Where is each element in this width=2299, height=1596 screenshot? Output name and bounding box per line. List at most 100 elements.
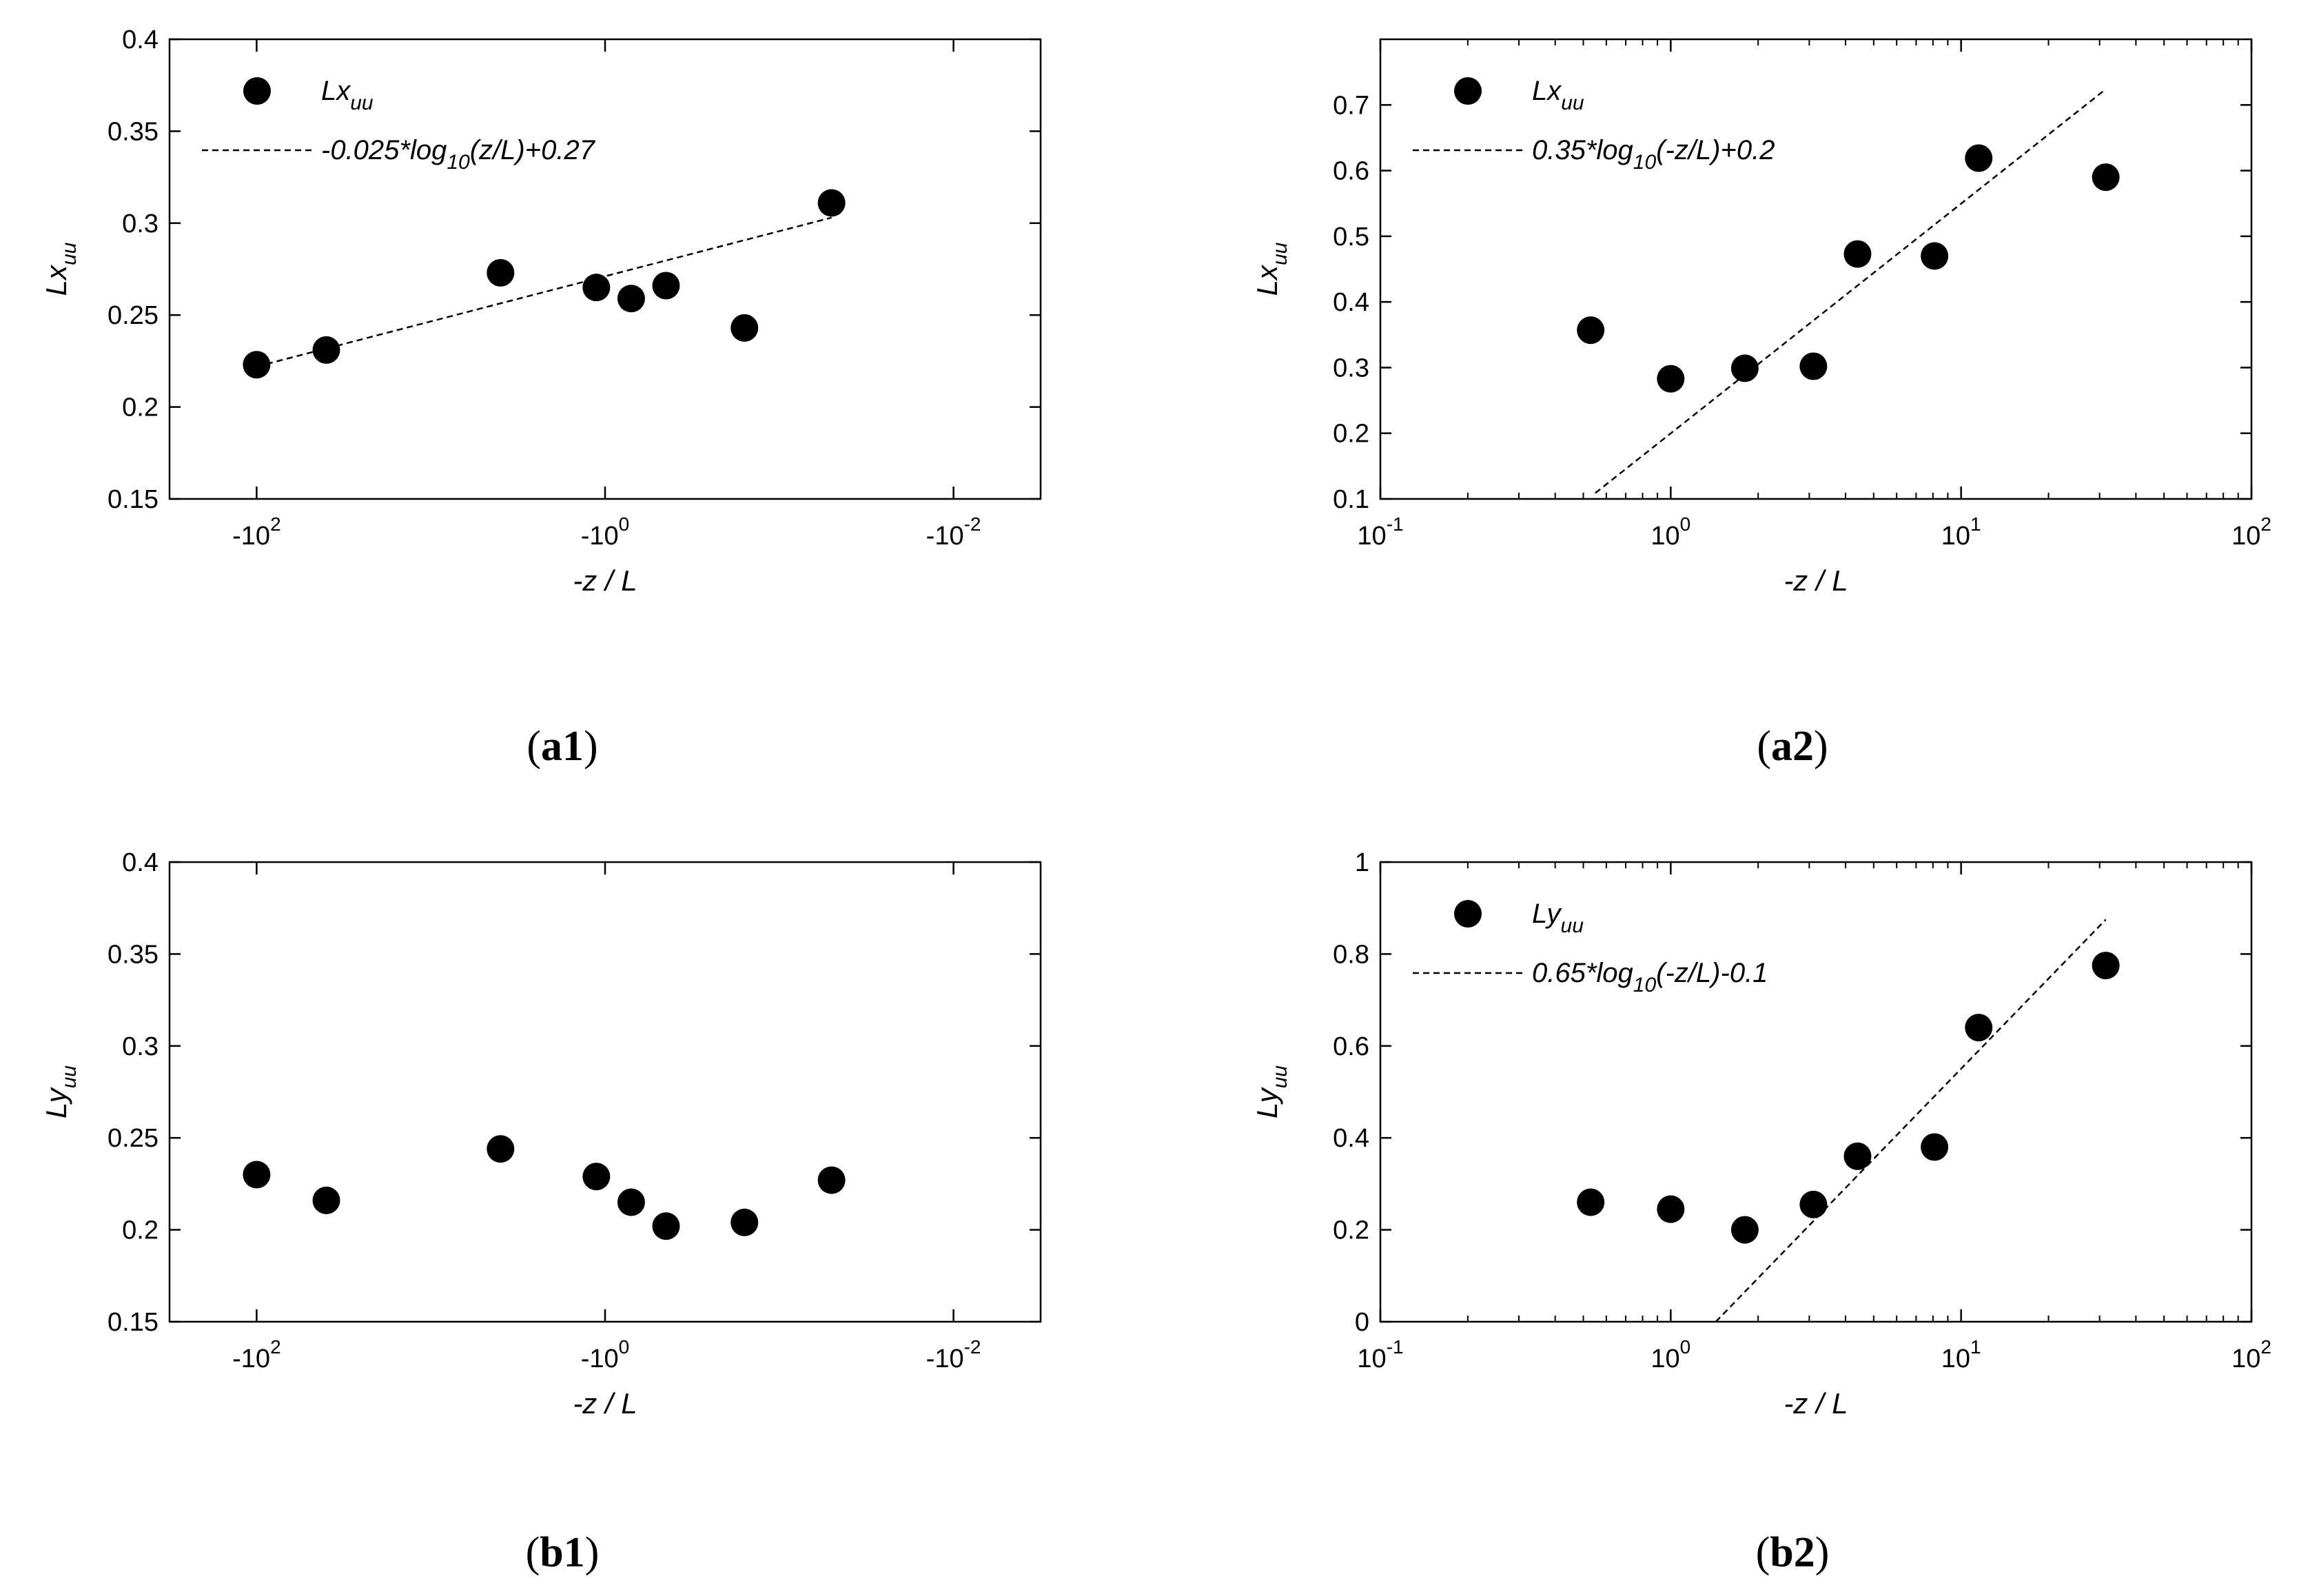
- x-tick-exp: 0: [1680, 1336, 1691, 1358]
- legend-line-sub: 10: [447, 151, 470, 174]
- chart-caption: (a2): [1757, 723, 1828, 770]
- data-point: [1921, 242, 1949, 270]
- legend-marker: [1454, 77, 1482, 105]
- data-point: [243, 1160, 271, 1189]
- x-axis-label: -z / L: [573, 1387, 637, 1420]
- data-point: [817, 1166, 846, 1194]
- x-tick-label: -100: [581, 1336, 630, 1373]
- data-point: [1921, 1133, 1949, 1161]
- legend-line-sub: 10: [1633, 974, 1657, 996]
- legend-marker-main: Ly: [1532, 899, 1563, 929]
- x-tick-base: 10: [1941, 1344, 1970, 1373]
- legend-line-main: 0.35*log: [1532, 135, 1633, 165]
- x-tick-base: -10: [581, 1344, 619, 1373]
- x-tick-label: 10-1: [1357, 1336, 1403, 1373]
- y-tick-label: 0.15: [108, 485, 159, 514]
- y-tick-label: 0.7: [1333, 91, 1369, 120]
- plot-frame: [1379, 38, 2253, 500]
- y-tick-label: 0.3: [122, 1032, 159, 1061]
- x-tick-base: 10: [1651, 522, 1679, 551]
- x-tick-exp: 2: [270, 513, 281, 535]
- x-tick-exp: 0: [619, 1336, 630, 1358]
- x-axis-label: -z / L: [1784, 1387, 1848, 1420]
- legend-line-rest: (z/L)+0.27: [470, 135, 596, 165]
- data-point: [487, 258, 515, 287]
- data-point: [2092, 163, 2120, 192]
- legend-marker-sub: uu: [1561, 92, 1584, 114]
- y-tick-label: 0.6: [1333, 157, 1369, 186]
- data-point: [1577, 1188, 1605, 1216]
- x-tick-base: 10: [2231, 522, 2260, 551]
- legend-marker: [243, 77, 271, 105]
- data-point: [1843, 1142, 1872, 1170]
- legend-marker-sub: uu: [1561, 914, 1584, 937]
- legend-marker-main: Lx: [1532, 76, 1562, 106]
- chart-a2: 0.10.20.30.40.50.60.710-1 100 101 102-z / L…: [1251, 38, 2271, 770]
- legend-line-rest: (-z/L)+0.2: [1656, 135, 1775, 165]
- y-tick-label: 0.4: [122, 848, 159, 877]
- data-point: [1657, 1195, 1685, 1223]
- chart-caption: (b1): [526, 1529, 600, 1576]
- x-tick-base: -10: [926, 522, 964, 551]
- x-tick-exp: -1: [1387, 1336, 1404, 1358]
- data-point: [1657, 365, 1685, 393]
- x-axis-label: -z / L: [573, 564, 637, 597]
- x-tick-label: 10-1: [1357, 513, 1403, 551]
- y-axis-label: Lyuu: [1251, 1065, 1291, 1118]
- caption-open: (: [526, 1529, 540, 1576]
- x-tick-label: -100: [581, 513, 630, 551]
- x-tick-base: -10: [581, 522, 619, 551]
- fit-line: [1595, 88, 2107, 494]
- legend-marker-label: Lyuu: [1532, 899, 1584, 937]
- caption-close: ): [585, 1529, 600, 1576]
- data-point: [1730, 1216, 1759, 1244]
- plot-frame: [1379, 861, 2253, 1323]
- x-tick-exp: -2: [964, 513, 981, 535]
- data-point: [817, 189, 846, 217]
- y-axis-label-main: Lx: [40, 264, 72, 296]
- legend-marker-label: Lxuu: [1532, 76, 1584, 114]
- data-point: [730, 1208, 759, 1236]
- y-tick-label: 0.4: [1333, 1124, 1369, 1153]
- data-point: [2092, 952, 2120, 980]
- chart-caption: (a1): [527, 723, 597, 770]
- caption-close: ): [1814, 723, 1828, 770]
- legend-line-rest: (-z/L)-0.1: [1656, 958, 1768, 988]
- y-tick-label: 0.2: [1333, 1216, 1369, 1245]
- caption-close: ): [1815, 1529, 1830, 1576]
- y-tick-label: 0.25: [108, 1124, 159, 1153]
- x-tick-label: -102: [232, 1336, 281, 1373]
- fit-line: [256, 216, 832, 368]
- y-axis-label-main: Lx: [1251, 264, 1283, 296]
- data-point: [1577, 316, 1605, 345]
- y-tick-label: 0.5: [1333, 223, 1369, 252]
- legend-marker-sub: uu: [350, 92, 374, 114]
- caption-id: b2: [1770, 1529, 1815, 1576]
- data-point: [312, 336, 340, 364]
- y-tick-label: 0.2: [1333, 420, 1369, 449]
- data-point: [1799, 352, 1828, 380]
- data-point: [617, 1188, 645, 1216]
- data-point: [582, 274, 611, 302]
- x-tick-base: 10: [1357, 1344, 1386, 1373]
- data-point: [1965, 144, 1993, 172]
- caption-close: ): [584, 723, 598, 770]
- chart-a1: 0.150.20.250.30.350.4-102 -100 -10-2-z / L…: [40, 25, 1042, 770]
- data-point: [652, 1212, 680, 1240]
- x-tick-label: 101: [1941, 513, 1981, 551]
- x-tick-exp: 1: [1970, 1336, 1981, 1358]
- y-tick-label: 0.6: [1333, 1032, 1369, 1061]
- legend-line-label: 0.35*log10(-z/L)+0.2: [1532, 135, 1775, 174]
- y-tick-label: 0.3: [122, 209, 159, 238]
- x-tick-label: -10-2: [926, 513, 981, 551]
- caption-open: (: [1757, 723, 1771, 770]
- x-tick-label: 100: [1651, 513, 1690, 551]
- x-tick-base: 10: [1941, 522, 1970, 551]
- x-tick-base: -10: [232, 1344, 270, 1373]
- x-tick-exp: 0: [1680, 513, 1691, 535]
- x-tick-exp: 2: [2260, 513, 2271, 535]
- y-tick-label: 1: [1355, 848, 1369, 877]
- data-point: [312, 1186, 340, 1214]
- y-axis-label: Lxuu: [40, 242, 81, 296]
